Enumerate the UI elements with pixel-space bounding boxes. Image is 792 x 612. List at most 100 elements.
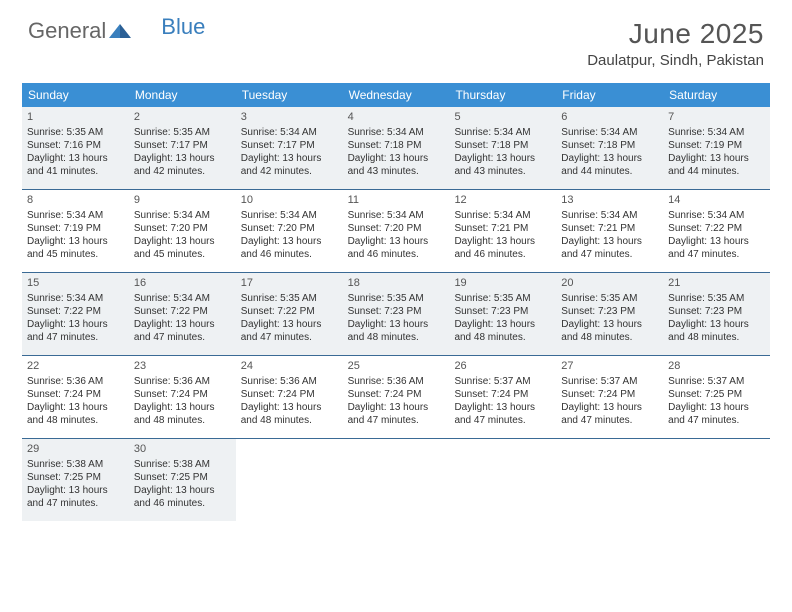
sunrise-line: Sunrise: 5:34 AM <box>668 209 765 222</box>
sunset-line: Sunset: 7:21 PM <box>561 222 658 235</box>
calendar-week: 22Sunrise: 5:36 AMSunset: 7:24 PMDayligh… <box>22 355 770 438</box>
sunset-line: Sunset: 7:18 PM <box>454 139 551 152</box>
sunrise-line: Sunrise: 5:35 AM <box>454 292 551 305</box>
day-header-cell: Tuesday <box>236 83 343 107</box>
day-cell: 9Sunrise: 5:34 AMSunset: 7:20 PMDaylight… <box>129 190 236 272</box>
sunrise-line: Sunrise: 5:34 AM <box>27 209 124 222</box>
sunrise-line: Sunrise: 5:34 AM <box>134 209 231 222</box>
sunset-line: Sunset: 7:22 PM <box>668 222 765 235</box>
day-cell <box>343 439 450 521</box>
day-number: 6 <box>561 110 658 124</box>
sunrise-line: Sunrise: 5:34 AM <box>454 209 551 222</box>
location: Daulatpur, Sindh, Pakistan <box>587 52 764 69</box>
daylight-line: Daylight: 13 hours and 47 minutes. <box>27 484 124 510</box>
sunset-line: Sunset: 7:23 PM <box>454 305 551 318</box>
day-cell: 2Sunrise: 5:35 AMSunset: 7:17 PMDaylight… <box>129 107 236 189</box>
day-cell: 7Sunrise: 5:34 AMSunset: 7:19 PMDaylight… <box>663 107 770 189</box>
day-cell: 28Sunrise: 5:37 AMSunset: 7:25 PMDayligh… <box>663 356 770 438</box>
day-number: 11 <box>348 193 445 207</box>
daylight-line: Daylight: 13 hours and 41 minutes. <box>27 152 124 178</box>
daylight-line: Daylight: 13 hours and 48 minutes. <box>134 401 231 427</box>
sunset-line: Sunset: 7:25 PM <box>27 471 124 484</box>
day-number: 1 <box>27 110 124 124</box>
sunrise-line: Sunrise: 5:35 AM <box>561 292 658 305</box>
calendar-week: 29Sunrise: 5:38 AMSunset: 7:25 PMDayligh… <box>22 438 770 521</box>
daylight-line: Daylight: 13 hours and 46 minutes. <box>454 235 551 261</box>
sunset-line: Sunset: 7:16 PM <box>27 139 124 152</box>
sunrise-line: Sunrise: 5:38 AM <box>27 458 124 471</box>
sunrise-line: Sunrise: 5:34 AM <box>241 126 338 139</box>
sunrise-line: Sunrise: 5:34 AM <box>561 126 658 139</box>
daylight-line: Daylight: 13 hours and 48 minutes. <box>241 401 338 427</box>
day-number: 9 <box>134 193 231 207</box>
day-number: 28 <box>668 359 765 373</box>
day-number: 13 <box>561 193 658 207</box>
sunrise-line: Sunrise: 5:35 AM <box>27 126 124 139</box>
daylight-line: Daylight: 13 hours and 48 minutes. <box>454 318 551 344</box>
sunset-line: Sunset: 7:24 PM <box>134 388 231 401</box>
sunrise-line: Sunrise: 5:36 AM <box>348 375 445 388</box>
sunrise-line: Sunrise: 5:36 AM <box>134 375 231 388</box>
daylight-line: Daylight: 13 hours and 47 minutes. <box>454 401 551 427</box>
sunrise-line: Sunrise: 5:36 AM <box>241 375 338 388</box>
day-number: 4 <box>348 110 445 124</box>
daylight-line: Daylight: 13 hours and 47 minutes. <box>134 318 231 344</box>
sunset-line: Sunset: 7:20 PM <box>241 222 338 235</box>
day-header-cell: Thursday <box>449 83 556 107</box>
day-cell <box>556 439 663 521</box>
sunrise-line: Sunrise: 5:37 AM <box>668 375 765 388</box>
logo-icon <box>109 18 131 44</box>
sunset-line: Sunset: 7:19 PM <box>668 139 765 152</box>
day-number: 25 <box>348 359 445 373</box>
day-cell: 27Sunrise: 5:37 AMSunset: 7:24 PMDayligh… <box>556 356 663 438</box>
day-number: 10 <box>241 193 338 207</box>
day-number: 22 <box>27 359 124 373</box>
day-number: 24 <box>241 359 338 373</box>
daylight-line: Daylight: 13 hours and 42 minutes. <box>134 152 231 178</box>
sunrise-line: Sunrise: 5:34 AM <box>561 209 658 222</box>
daylight-line: Daylight: 13 hours and 47 minutes. <box>668 235 765 261</box>
sunrise-line: Sunrise: 5:34 AM <box>134 292 231 305</box>
sunrise-line: Sunrise: 5:35 AM <box>668 292 765 305</box>
day-cell: 6Sunrise: 5:34 AMSunset: 7:18 PMDaylight… <box>556 107 663 189</box>
sunset-line: Sunset: 7:22 PM <box>241 305 338 318</box>
calendar-week: 15Sunrise: 5:34 AMSunset: 7:22 PMDayligh… <box>22 272 770 355</box>
day-cell: 18 Sunrise: 5:35 AMSunset: 7:23 PMDayligh… <box>343 273 450 355</box>
daylight-line: Daylight: 13 hours and 43 minutes. <box>454 152 551 178</box>
day-cell: 13Sunrise: 5:34 AMSunset: 7:21 PMDayligh… <box>556 190 663 272</box>
logo-text-blue: Blue <box>161 14 205 40</box>
day-cell: 10Sunrise: 5:34 AMSunset: 7:20 PMDayligh… <box>236 190 343 272</box>
day-number: 21 <box>668 276 765 290</box>
daylight-line: Daylight: 13 hours and 48 minutes. <box>348 318 445 344</box>
sunrise-line: Sunrise: 5:34 AM <box>348 126 445 139</box>
sunrise-line: Sunrise: 5:34 AM <box>348 209 445 222</box>
day-header-cell: Monday <box>129 83 236 107</box>
day-number: 8 <box>27 193 124 207</box>
day-cell <box>236 439 343 521</box>
sunrise-line: Sunrise: 5:36 AM <box>27 375 124 388</box>
logo: General Blue <box>28 18 177 44</box>
daylight-line: Daylight: 13 hours and 47 minutes. <box>561 401 658 427</box>
daylight-line: Daylight: 13 hours and 48 minutes. <box>668 318 765 344</box>
sunset-line: Sunset: 7:25 PM <box>668 388 765 401</box>
day-cell: 5Sunrise: 5:34 AMSunset: 7:18 PMDaylight… <box>449 107 556 189</box>
sunrise-line: Sunrise: 5:37 AM <box>454 375 551 388</box>
day-number: 30 <box>134 442 231 456</box>
day-cell: 30Sunrise: 5:38 AMSunset: 7:25 PMDayligh… <box>129 439 236 521</box>
sunset-line: Sunset: 7:23 PM <box>348 305 445 318</box>
header: General Blue June 2025 Daulatpur, Sindh,… <box>0 0 792 77</box>
day-cell: 20Sunrise: 5:35 AMSunset: 7:23 PMDayligh… <box>556 273 663 355</box>
sunrise-line: Sunrise: 5:35 AM <box>348 292 445 305</box>
day-number: 18 <box>348 276 445 290</box>
daylight-line: Daylight: 13 hours and 46 minutes. <box>134 484 231 510</box>
day-cell: 15Sunrise: 5:34 AMSunset: 7:22 PMDayligh… <box>22 273 129 355</box>
day-cell: 12Sunrise: 5:34 AMSunset: 7:21 PMDayligh… <box>449 190 556 272</box>
day-cell: 4Sunrise: 5:34 AMSunset: 7:18 PMDaylight… <box>343 107 450 189</box>
day-cell: 26Sunrise: 5:37 AMSunset: 7:24 PMDayligh… <box>449 356 556 438</box>
page-title: June 2025 <box>587 18 764 50</box>
day-cell: 23Sunrise: 5:36 AMSunset: 7:24 PMDayligh… <box>129 356 236 438</box>
day-cell: 17Sunrise: 5:35 AMSunset: 7:22 PMDayligh… <box>236 273 343 355</box>
day-cell <box>449 439 556 521</box>
day-cell: 8Sunrise: 5:34 AMSunset: 7:19 PMDaylight… <box>22 190 129 272</box>
sunset-line: Sunset: 7:18 PM <box>348 139 445 152</box>
